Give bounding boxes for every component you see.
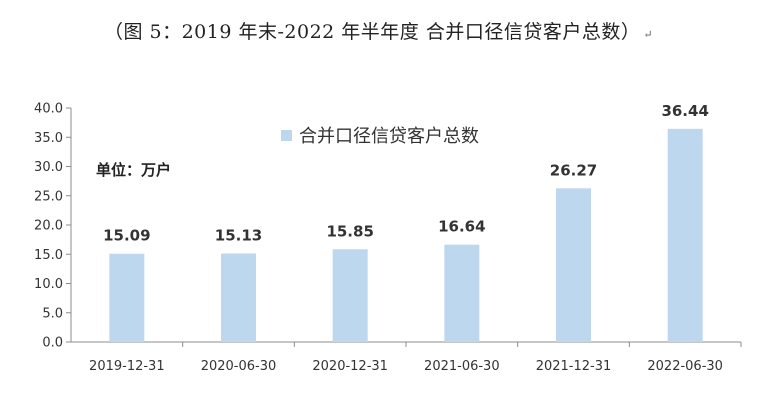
bar: [667, 128, 703, 342]
y-tick-label: 0.0: [42, 336, 63, 351]
y-axis-ticks: 0.0 5.0 10.0 15.0 20.0 25.0 30.0 35.0 40.0: [34, 102, 71, 351]
data-label: 16.64: [438, 218, 485, 236]
data-labels: 15.09 15.13 15.85 16.64 26.27 36.44: [103, 102, 709, 245]
legend-swatch: [281, 130, 292, 141]
x-category-label: 2021-12-31: [536, 359, 612, 374]
x-axis-categories: 2019-12-31 2020-06-30 2020-12-31 2021-06-30…: [89, 359, 723, 374]
bars: [109, 128, 703, 342]
bar: [444, 244, 480, 342]
data-label: 15.13: [215, 226, 262, 244]
bar: [109, 253, 145, 342]
y-tick-label: 40.0: [34, 102, 63, 117]
bar: [221, 253, 256, 342]
caption-text: （图 5：2019 年末-2022 年半年度 合并口径信贷客户总数）: [103, 21, 641, 43]
data-label: 36.44: [661, 102, 708, 120]
figure-caption: （图 5：2019 年末-2022 年半年度 合并口径信贷客户总数） ↵: [0, 17, 757, 44]
bar: [332, 249, 368, 342]
y-tick-label: 20.0: [34, 219, 63, 234]
unit-label: 单位：万户: [96, 161, 171, 179]
y-tick-label: 5.0: [42, 306, 63, 321]
data-label: 15.85: [326, 222, 373, 240]
x-category-label: 2020-06-30: [201, 359, 277, 374]
y-tick-label: 25.0: [34, 189, 63, 204]
data-label: 15.09: [103, 227, 150, 245]
x-category-label: 2020-12-31: [312, 359, 388, 374]
y-tick-label: 15.0: [34, 248, 63, 263]
legend-label: 合并口径信贷客户总数: [299, 126, 479, 147]
bar: [556, 188, 591, 342]
x-category-label: 2019-12-31: [89, 359, 165, 374]
y-tick-label: 35.0: [34, 131, 63, 146]
legend: 合并口径信贷客户总数: [281, 126, 479, 147]
data-label: 26.27: [550, 161, 597, 179]
return-mark-icon: ↵: [643, 28, 654, 41]
x-category-label: 2021-06-30: [424, 359, 500, 374]
y-tick-label: 10.0: [34, 277, 63, 292]
x-category-label: 2022-06-30: [647, 359, 723, 374]
y-tick-label: 30.0: [34, 160, 63, 175]
